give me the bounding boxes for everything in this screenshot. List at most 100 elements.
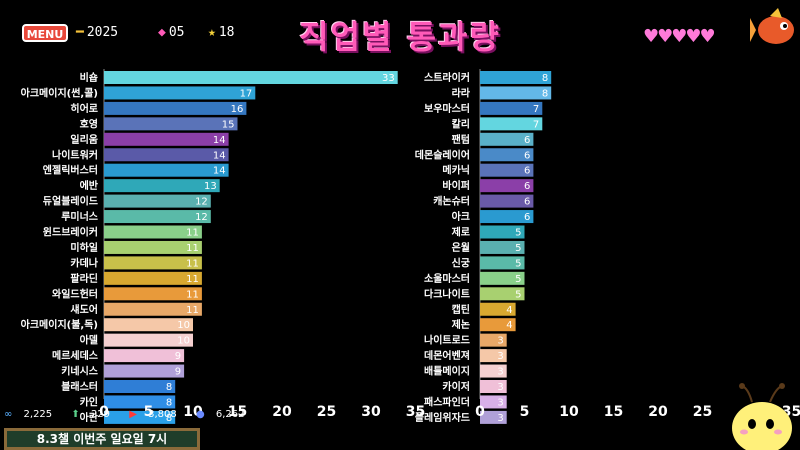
chart-2-bar: [480, 395, 507, 409]
chart-2-bar: [480, 210, 534, 224]
chart-2-value-label: 6: [524, 166, 530, 177]
chart-2-value-label: 3: [497, 382, 503, 393]
stat-4: ● 6,262: [196, 409, 253, 420]
gem-icon: ◆: [158, 25, 166, 40]
chart-2-value-label: 5: [515, 258, 521, 269]
chart-2-bar: [480, 117, 543, 131]
chart-2-tick-label: 5: [520, 404, 530, 420]
chart-1-category-label: 와일드헌터: [52, 287, 98, 300]
bottom-stats: ∞ 2,225 ⬆ 229 ▶ 3,808 ● 6,262: [4, 409, 261, 420]
chart-1-tick-label: 0: [99, 404, 109, 420]
chart-2-value-label: 5: [515, 289, 521, 300]
gem-value: 05: [168, 25, 185, 40]
chart-2-bar: [480, 333, 507, 347]
chart-2-category-label: 제로: [452, 226, 470, 239]
chart-2-value-label: 7: [533, 104, 539, 115]
play-icon: ▶: [129, 409, 137, 420]
chart-2-value-label: 7: [533, 119, 539, 130]
chart-1-bar: [104, 256, 202, 270]
chart-2-category-label: 스트라이커: [424, 71, 470, 84]
chart-1-value-label: 14: [213, 166, 226, 177]
chart-2-value-label: 3: [497, 367, 503, 378]
star-stat: ★ 18: [208, 25, 234, 40]
chart-2-bar: [480, 302, 516, 316]
chart-2-value-label: 6: [524, 181, 530, 192]
chart-1-tick-label: 30: [361, 404, 381, 420]
chart-2-bar: [480, 287, 525, 301]
chart-1-bar: [104, 271, 202, 285]
chart-1-category-label: 아델: [80, 334, 98, 347]
stat-3-value: 3,808: [148, 409, 177, 420]
chart-1-value-label: 12: [195, 212, 208, 223]
chart-1-value-label: 8: [166, 382, 172, 393]
chart-1-tick-label: 10: [183, 404, 203, 420]
chart-1-value-label: 11: [186, 228, 199, 239]
fish-icon: [750, 8, 794, 44]
chart-1-bar: [104, 86, 256, 100]
chart-1-category-label: 히어로: [70, 102, 98, 115]
chart-1-bar: [104, 349, 185, 363]
chart-1-bar: [104, 287, 202, 301]
chart-2-category-label: 플레임위자드: [415, 411, 470, 424]
top-bar: MENU ━ 2025 ◆ 05 ★ 18 직업별 통과량 ♥♥♥♥♥: [0, 0, 800, 70]
chart-2-category-label: 캡틴: [452, 303, 470, 316]
chart-1-category-label: 메르세데스: [52, 349, 98, 362]
chart-2-value-label: 8: [542, 88, 548, 99]
chart-1-value-label: 10: [177, 336, 190, 347]
chart-2-category-label: 소울마스터: [424, 272, 470, 285]
chart-1-category-label: 아크메이지(불,독): [21, 318, 98, 331]
chart-1-category-label: 일리움: [70, 133, 98, 146]
chart-2-bar: [480, 225, 525, 239]
chart-2-value-label: 5: [515, 228, 521, 239]
bee-mascot-icon: [732, 383, 792, 450]
chart-1-category-label: 윈드브레이커: [43, 226, 98, 239]
chart-2-value-label: 5: [515, 243, 521, 254]
chart-2-value-label: 3: [497, 336, 503, 347]
stat-3: ▶ 3,808: [129, 409, 185, 420]
chart-2-bar: [480, 256, 525, 270]
chart-2-value-label: 5: [515, 274, 521, 285]
chart-2-bar: [480, 380, 507, 393]
chart-1-category-label: 카인: [80, 395, 98, 408]
chart-2-value-label: 3: [497, 351, 503, 362]
chart-2-bar: [480, 163, 534, 177]
chart-1-category-label: 루미너스: [61, 210, 98, 223]
chart-1-category-label: 키네시스: [61, 365, 98, 378]
chart-2-category-label: 나이트로드: [424, 334, 470, 347]
chart-1-value-label: 8: [166, 397, 172, 408]
chart-2-category-label: 팬텀: [452, 133, 470, 146]
chart-1-value-label: 11: [186, 258, 199, 269]
chart-2-category-label: 데몬어벤져: [424, 349, 470, 362]
chart-1-tick-label: 25: [317, 404, 336, 420]
chart-1-value-label: 12: [195, 197, 208, 208]
star-value: 18: [218, 25, 235, 40]
chart-2-tick-label: 0: [475, 404, 485, 420]
chart-2-category-label: 바이퍼: [442, 179, 470, 192]
up-arrow-icon: ⬆: [71, 409, 80, 420]
chart-2-bar: [480, 364, 507, 378]
chart-1-value-label: 10: [177, 320, 190, 331]
chart-2-value-label: 3: [497, 413, 503, 424]
chart-2-category-label: 제논: [452, 318, 470, 331]
chart-1-value-label: 33: [382, 73, 395, 84]
chart-2-value-label: 8: [542, 73, 548, 84]
chart-2-category-label: 신궁: [452, 256, 470, 269]
sword-icon: ━: [76, 25, 84, 40]
schedule-banner: 8.3챌 이번주 일요일 7시: [4, 428, 200, 450]
stat-2-value: 229: [90, 409, 111, 420]
chart-1-category-label: 호영: [80, 117, 98, 130]
chart-1-value-label: 11: [186, 289, 199, 300]
chart-1-tick-label: 5: [144, 404, 154, 420]
chart-2-bar: [480, 318, 516, 332]
chart-2-category-label: 라라: [452, 86, 471, 99]
menu-button[interactable]: MENU: [22, 24, 68, 42]
stat-2: ⬆ 229: [71, 409, 118, 420]
chart-2-bar: [480, 101, 543, 115]
chat-icon: ●: [195, 409, 205, 420]
chart-2-category-label: 은월: [452, 242, 470, 254]
chart-1-category-label: 미하일: [70, 241, 98, 254]
chart-2-bar: [480, 179, 534, 193]
chart-1-category-label: 아크메이지(썬,콜): [21, 86, 98, 99]
chart-1-value-label: 15: [222, 119, 235, 130]
page-title: 직업별 통과량: [299, 18, 501, 56]
